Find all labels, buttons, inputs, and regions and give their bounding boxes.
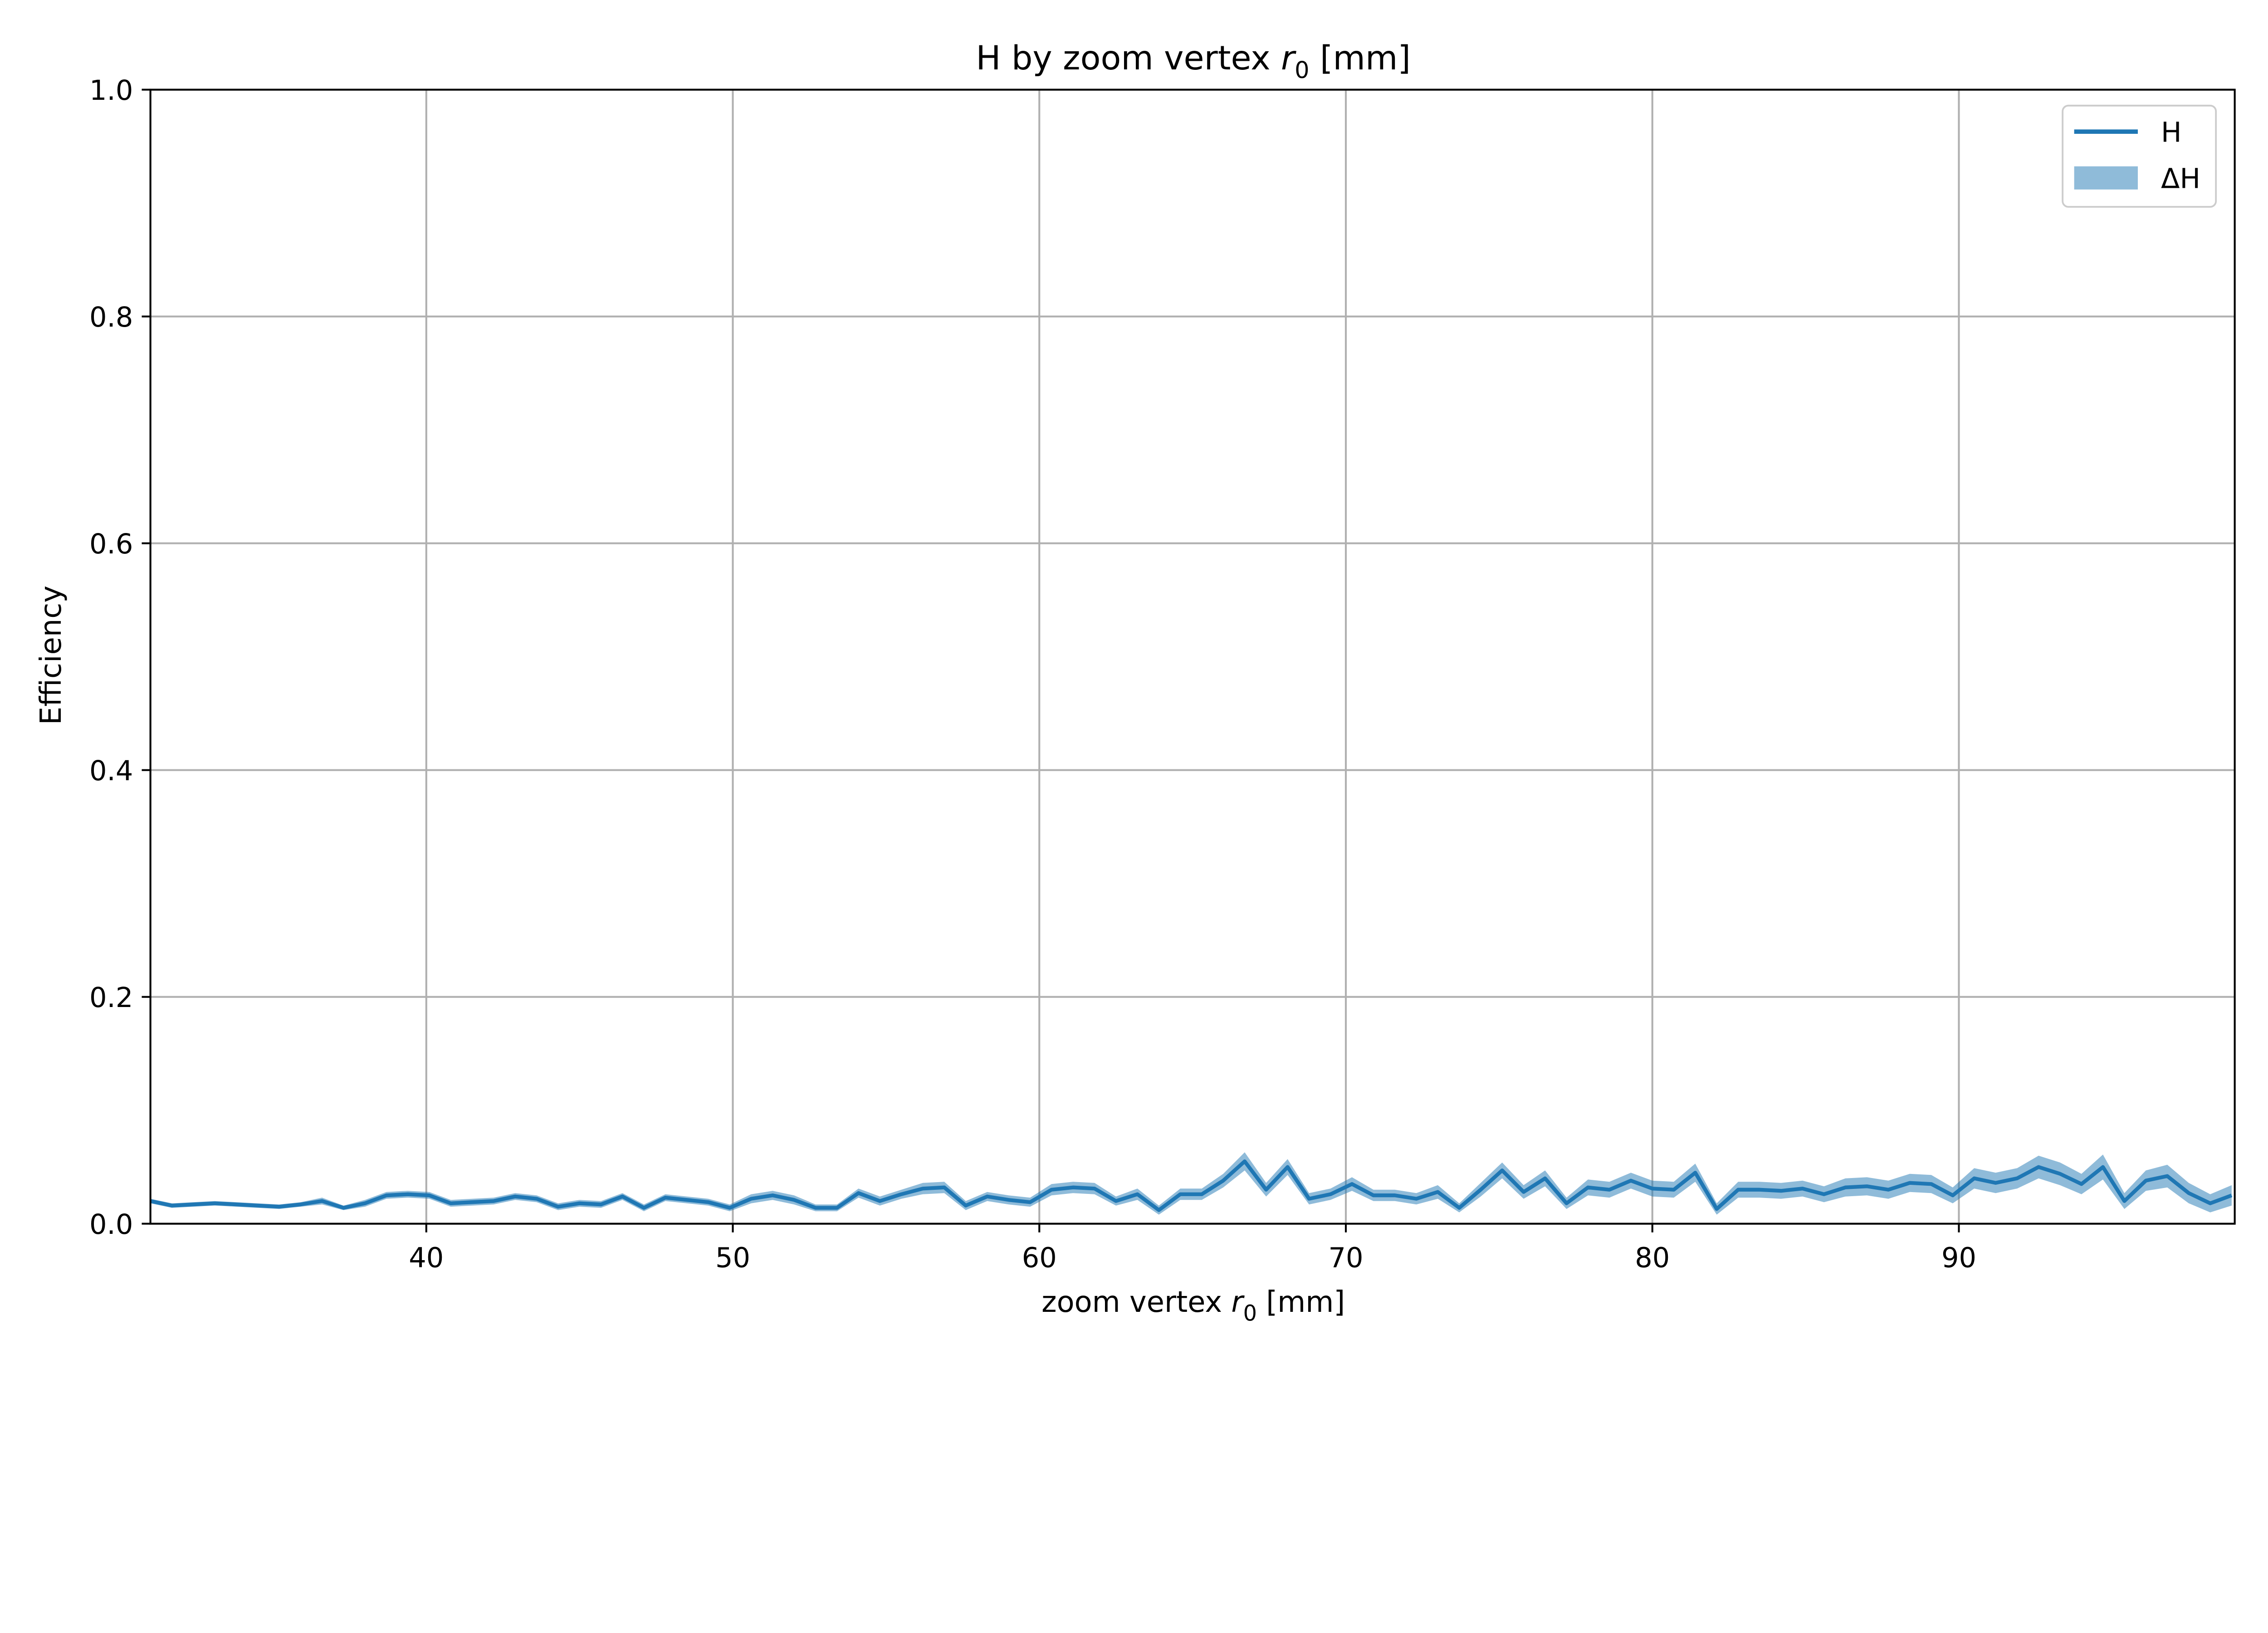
x-tick-label-3: 70 <box>1328 1242 1363 1274</box>
legend-label-delta-h: ΔH <box>2161 163 2200 195</box>
x-axis-title: zoom vertex r0 [mm] <box>1041 1286 1345 1326</box>
series-h-line <box>150 1159 2233 1212</box>
x-tick-label-5: 90 <box>1941 1242 1976 1274</box>
x-ticks: 40 50 60 70 80 90 <box>409 1223 1976 1274</box>
y-axis-title: Efficiency <box>34 586 68 725</box>
chart-stage: 40 50 60 70 80 90 0.0 0.2 0.4 0.6 0.8 1.0 H by zoo… <box>34 39 2236 1326</box>
x-tick-label-2: 60 <box>1022 1242 1057 1274</box>
y-ticks: 0.0 0.2 0.4 0.6 0.8 1.0 <box>89 75 151 1241</box>
y-tick-label-5: 1.0 <box>89 75 133 107</box>
plot-area <box>150 89 2235 1224</box>
x-tick-label-0: 40 <box>409 1242 444 1274</box>
chart: 40 50 60 70 80 90 0.0 0.2 0.4 0.6 0.8 1.0 H by zoo… <box>34 39 2236 1326</box>
y-tick-label-3: 0.6 <box>89 528 133 560</box>
legend-swatch-delta-h <box>2074 166 2138 190</box>
y-tick-label-0: 0.0 <box>89 1209 133 1241</box>
plot-frame <box>149 88 2236 1225</box>
x-tick-label-1: 50 <box>715 1242 750 1274</box>
x-tick-label-4: 80 <box>1635 1242 1670 1274</box>
legend: H ΔH <box>2062 104 2217 208</box>
line-layer <box>150 1159 2233 1212</box>
legend-label-h: H <box>2161 117 2182 149</box>
y-tick-label-1: 0.2 <box>89 982 133 1014</box>
chart-title: H by zoom vertex r0 [mm] <box>976 39 1411 84</box>
y-tick-label-4: 0.8 <box>89 302 133 333</box>
y-tick-label-2: 0.4 <box>89 755 133 787</box>
